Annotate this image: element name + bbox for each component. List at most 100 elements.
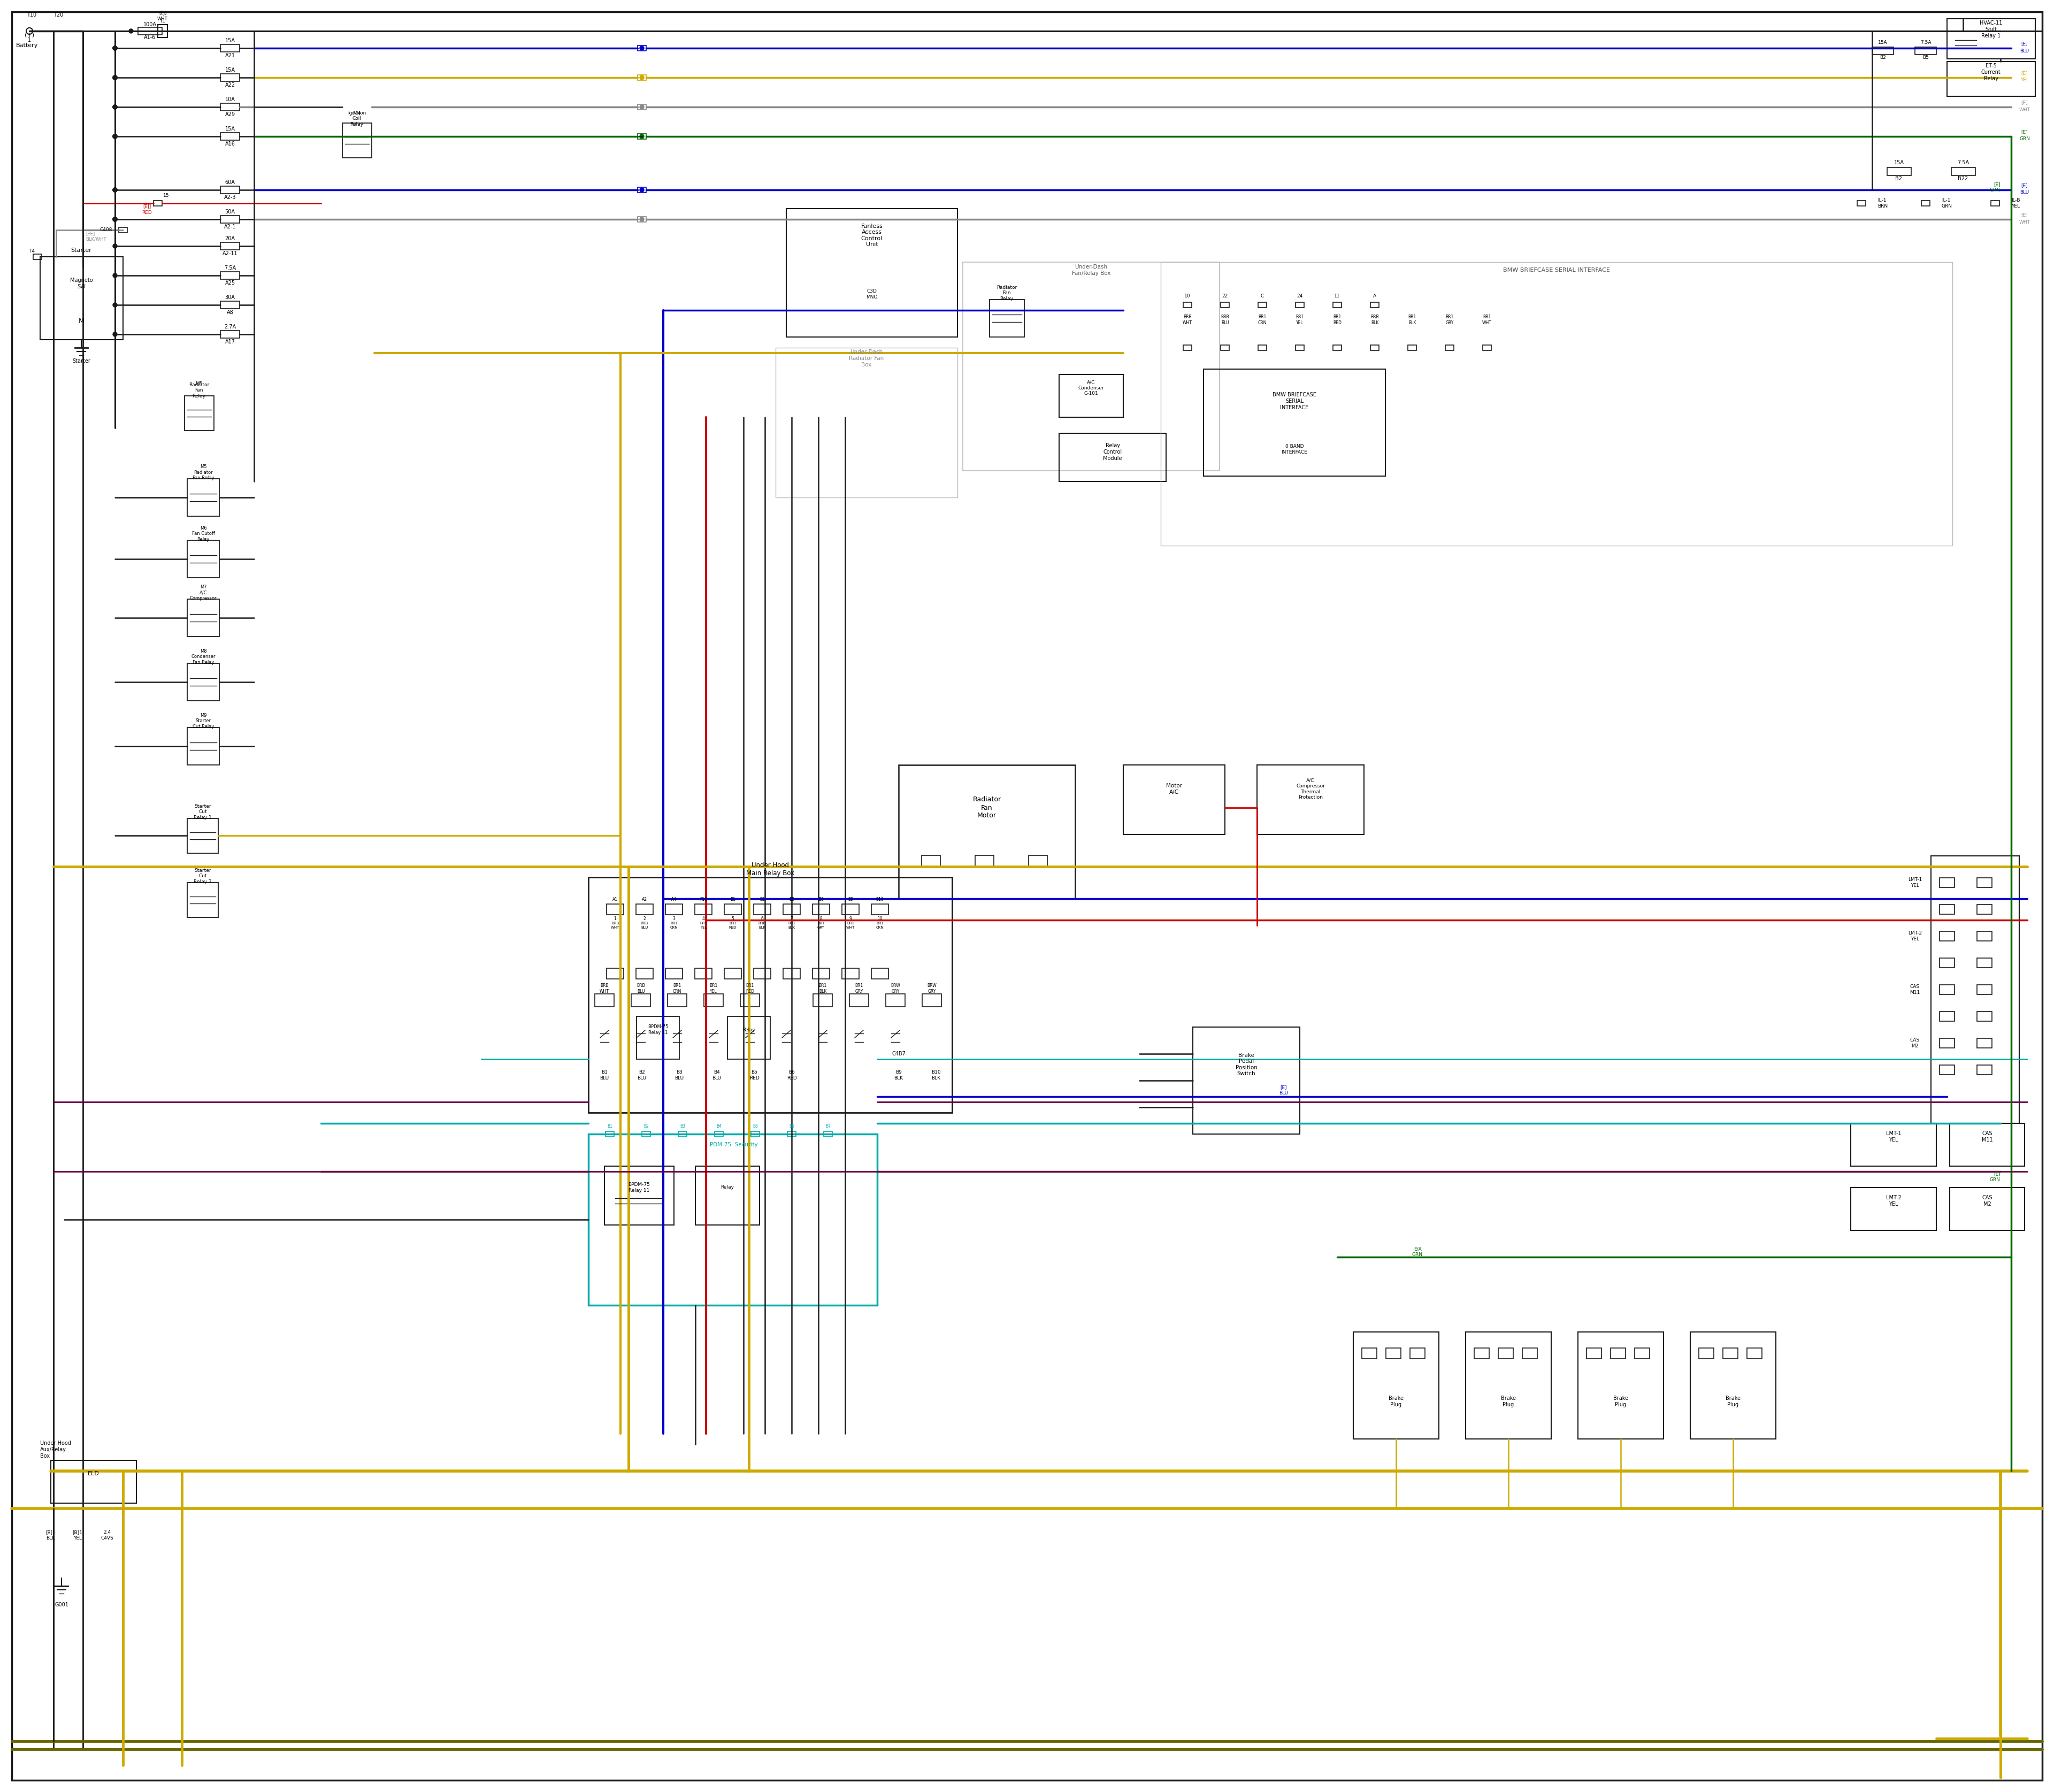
Circle shape: [113, 134, 117, 138]
Text: Radiator
Fan
Relay: Radiator Fan Relay: [996, 285, 1017, 301]
Text: M8
Condenser
Fan Relay: M8 Condenser Fan Relay: [191, 649, 216, 665]
Text: 1: 1: [29, 38, 31, 43]
Bar: [1407, 346, 1417, 351]
Text: 60A: 60A: [226, 179, 234, 185]
Text: [E]: [E]: [2021, 213, 2027, 217]
Bar: [220, 215, 240, 222]
Text: BR1
RED: BR1 RED: [729, 921, 737, 928]
Bar: [637, 75, 647, 81]
Text: 100A: 100A: [144, 22, 156, 27]
Text: B9: B9: [848, 898, 852, 901]
Text: 8: 8: [820, 916, 822, 921]
Text: A21: A21: [226, 54, 234, 59]
Bar: [1976, 959, 1992, 968]
Bar: [154, 201, 162, 206]
Bar: [1951, 167, 1976, 176]
Bar: [842, 968, 859, 978]
Text: B2: B2: [760, 898, 764, 901]
Text: BR1
CRN: BR1 CRN: [875, 921, 883, 928]
Text: B9
BLK: B9 BLK: [893, 1070, 904, 1081]
Text: IPDM-75  Security: IPDM-75 Security: [709, 1142, 758, 1147]
Bar: [1976, 1064, 1992, 1075]
Bar: [1939, 1011, 1955, 1021]
Text: A1-6: A1-6: [144, 34, 156, 39]
Text: (+): (+): [25, 32, 35, 38]
Bar: [220, 330, 240, 339]
Circle shape: [113, 332, 117, 337]
Bar: [1161, 262, 1953, 545]
Bar: [604, 1167, 674, 1226]
Text: HVAC-11
Shift
Relay 1: HVAC-11 Shift Relay 1: [1980, 20, 2003, 38]
Text: 50A: 50A: [226, 210, 234, 215]
Text: [EJ]
WHT: [EJ] WHT: [158, 11, 168, 22]
Bar: [727, 1016, 770, 1059]
Text: LMT-2
YEL: LMT-2 YEL: [1886, 1195, 1902, 1206]
Text: IL-1
GRN: IL-1 GRN: [1941, 199, 1953, 208]
Bar: [1851, 1124, 1937, 1167]
Bar: [187, 539, 220, 577]
Text: BR1
YEL: BR1 YEL: [700, 921, 707, 928]
Bar: [138, 27, 162, 34]
Text: C4B7: C4B7: [891, 1052, 906, 1057]
Text: M5: M5: [195, 382, 203, 387]
Text: BR1
YEL: BR1 YEL: [709, 984, 717, 995]
Bar: [787, 208, 957, 337]
Bar: [1577, 1331, 1664, 1439]
Text: Radiator
Fan
Motor: Radiator Fan Motor: [974, 796, 1000, 819]
Text: [EE]
BLK/WHT: [EE] BLK/WHT: [86, 231, 107, 242]
Text: BRW
GRY: BRW GRY: [926, 984, 937, 995]
Text: [EJ]
RED: [EJ] RED: [142, 204, 152, 215]
Bar: [1333, 303, 1341, 308]
Circle shape: [113, 134, 117, 138]
Bar: [185, 396, 214, 430]
Text: B10: B10: [875, 898, 883, 901]
Text: 10A: 10A: [226, 97, 234, 102]
Bar: [1183, 303, 1191, 308]
Text: [E]: [E]: [2021, 72, 2027, 75]
Bar: [787, 1131, 797, 1136]
Text: M6
Fan Cutoff
Relay: M6 Fan Cutoff Relay: [191, 525, 216, 541]
Bar: [1976, 1011, 1992, 1021]
Text: Fanless
Access
Control
Unit: Fanless Access Control Unit: [861, 224, 883, 247]
Bar: [587, 878, 953, 1113]
Text: A29: A29: [226, 111, 234, 116]
Text: 15A: 15A: [226, 68, 234, 73]
Bar: [1976, 986, 1992, 995]
Text: 15: 15: [162, 194, 168, 199]
Text: Under-Dash
Fan/Relay Box: Under-Dash Fan/Relay Box: [1072, 265, 1111, 276]
Text: C3D
MNO: C3D MNO: [867, 289, 877, 299]
Text: 7.5A: 7.5A: [224, 265, 236, 271]
Circle shape: [639, 188, 645, 192]
Circle shape: [113, 47, 117, 50]
Text: C: C: [1261, 294, 1263, 299]
Bar: [715, 1131, 723, 1136]
Bar: [51, 1460, 136, 1503]
Text: Starter
Cut
Relay 1: Starter Cut Relay 1: [193, 805, 212, 821]
Text: A2-3: A2-3: [224, 195, 236, 201]
Bar: [1947, 61, 2036, 97]
Bar: [606, 968, 624, 978]
Circle shape: [639, 134, 645, 138]
Text: 7: 7: [791, 916, 793, 921]
Text: BMW BRIEFCASE
SERIAL
INTERFACE: BMW BRIEFCASE SERIAL INTERFACE: [1273, 392, 1317, 410]
Bar: [637, 134, 647, 140]
Bar: [1586, 1348, 1602, 1358]
Text: Starter
Cut
Relay 2: Starter Cut Relay 2: [193, 869, 212, 883]
Text: A2-1: A2-1: [224, 224, 236, 229]
Bar: [637, 217, 647, 222]
Text: 6: 6: [760, 916, 764, 921]
Text: BR1
BLK: BR1 BLK: [1409, 315, 1415, 324]
Circle shape: [113, 303, 117, 306]
Bar: [187, 819, 218, 853]
Text: [B]1
BLK: [B]1 BLK: [45, 1530, 55, 1541]
Bar: [850, 995, 869, 1007]
Text: A: A: [1372, 294, 1376, 299]
Text: B2: B2: [1896, 176, 1902, 181]
Text: Brake
Plug: Brake Plug: [1612, 1396, 1629, 1407]
Text: IL-1
BRN: IL-1 BRN: [1877, 199, 1888, 208]
Circle shape: [113, 75, 117, 79]
Text: Under Hood
Aux/Relay
Box: Under Hood Aux/Relay Box: [41, 1441, 72, 1459]
Bar: [1748, 1348, 1762, 1358]
Text: BRB
WHT: BRB WHT: [1183, 315, 1191, 324]
Text: [E]
GRN: [E] GRN: [1990, 183, 2001, 192]
